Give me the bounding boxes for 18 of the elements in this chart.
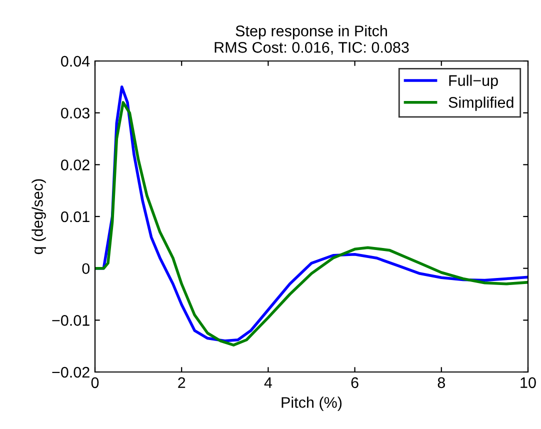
x-tick-label: 4 xyxy=(264,377,272,388)
y-tick-label: 0.02 xyxy=(61,160,90,170)
x-tick-label: 8 xyxy=(438,377,445,388)
x-axis-title: Pitch (%) xyxy=(282,396,342,411)
chart-title: Step response in Pitch RMS Cost: 0.016, TIC: 0.083 xyxy=(214,25,409,55)
y-tick-label: 0 xyxy=(82,263,90,274)
y-tick-label: −0.02 xyxy=(52,366,90,378)
y-axis-title: q (deg/sec) xyxy=(32,179,46,254)
x-tick-label: 10 xyxy=(520,377,536,388)
y-tick-label: −0.01 xyxy=(52,315,90,326)
legend-label: Full−up xyxy=(449,74,498,89)
x-tick-label: 2 xyxy=(178,377,186,388)
y-tick-label: 0.04 xyxy=(61,56,90,67)
x-tick-label: 0 xyxy=(91,377,99,388)
y-tick-label: 0.01 xyxy=(61,211,90,222)
y-tick-label: 0.03 xyxy=(61,108,90,119)
x-tick-label: 6 xyxy=(351,377,358,388)
legend-label: Simplified xyxy=(448,96,514,111)
